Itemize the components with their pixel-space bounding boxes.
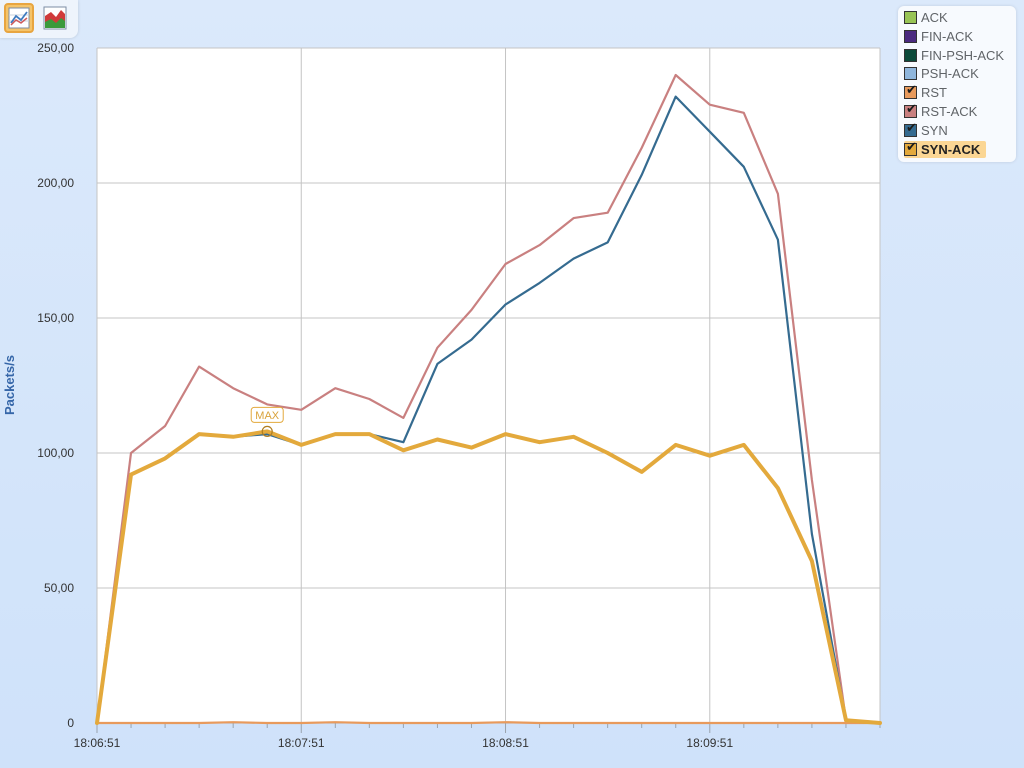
legend-swatch bbox=[904, 29, 917, 43]
series-line-rst[interactable] bbox=[95, 721, 882, 725]
max-marker-label: MAX bbox=[255, 410, 280, 422]
x-tick-label: 18:08:51 bbox=[482, 736, 529, 750]
legend-swatch bbox=[904, 11, 917, 24]
legend-item-psh-ack[interactable]: PSH-ACK bbox=[904, 65, 979, 82]
legend-label: PSH-ACK bbox=[921, 66, 979, 82]
checkmark-icon: ✔ bbox=[906, 139, 917, 155]
y-axis-label: Packets/s bbox=[2, 355, 17, 415]
legend-item-syn[interactable]: ✔ SYN bbox=[904, 122, 948, 139]
series-line-rst-ack[interactable] bbox=[95, 73, 882, 725]
line-chart-icon bbox=[8, 7, 30, 29]
grid-lines bbox=[96, 47, 881, 723]
y-tick-label: 150,00 bbox=[37, 311, 74, 325]
legend-item-syn-ack[interactable]: ✔ SYN-ACK bbox=[904, 139, 987, 158]
legend-swatch: ✔ bbox=[904, 120, 917, 137]
legend-swatch: ✔ bbox=[904, 139, 917, 156]
max-marker-point bbox=[261, 425, 273, 437]
legend-item-fin-ack[interactable]: FIN-ACK bbox=[904, 28, 973, 45]
area-chart-icon bbox=[43, 6, 67, 30]
y-tick-label: 250,00 bbox=[37, 41, 74, 55]
legend: ACK FIN-ACK FIN-PSH-ACK PSH-ACK ✔ RST ✔ RST-ACK… bbox=[898, 6, 1016, 162]
legend-label: RST bbox=[921, 85, 947, 101]
series-lines bbox=[95, 73, 882, 725]
legend-label: FIN-ACK bbox=[921, 28, 973, 44]
plot-area bbox=[97, 48, 880, 723]
line-chart-button[interactable] bbox=[4, 3, 34, 33]
y-tick-label: 200,00 bbox=[37, 176, 74, 190]
y-tick-label: 50,00 bbox=[44, 581, 74, 595]
chart-toolbar bbox=[0, 0, 78, 38]
checkmark-icon: ✔ bbox=[906, 120, 917, 136]
legend-swatch bbox=[904, 67, 917, 81]
x-tick-label: 18:07:51 bbox=[278, 736, 325, 750]
y-tick-label: 100,00 bbox=[37, 446, 74, 460]
legend-swatch: ✔ bbox=[904, 102, 917, 118]
checkmark-icon: ✔ bbox=[906, 83, 917, 99]
area-chart-button[interactable] bbox=[40, 3, 70, 33]
y-axis: 0 50,00 100,00 150,00 200,00 250,00 bbox=[37, 41, 74, 730]
legend-label: ACK bbox=[921, 10, 948, 25]
legend-label: RST-ACK bbox=[921, 104, 978, 119]
series-line-syn-ack[interactable] bbox=[95, 429, 882, 725]
x-tick-label: 18:06:51 bbox=[74, 736, 121, 750]
legend-label: SYN bbox=[921, 122, 948, 138]
legend-label: SYN-ACK bbox=[921, 141, 981, 157]
x-tick-label: 18:09:51 bbox=[686, 736, 733, 750]
checkmark-icon: ✔ bbox=[906, 102, 917, 117]
x-axis: 18:06:51 18:07:51 18:08:51 18:09:51 bbox=[74, 723, 881, 750]
legend-label: FIN-PSH-ACK bbox=[921, 47, 1005, 63]
legend-swatch: ✔ bbox=[904, 83, 917, 100]
y-tick-label: 0 bbox=[67, 716, 74, 730]
max-marker: MAX bbox=[250, 406, 284, 437]
legend-item-rst-ack[interactable]: ✔ RST-ACK bbox=[904, 103, 977, 120]
max-marker-box bbox=[250, 406, 284, 423]
legend-item-rst[interactable]: ✔ RST bbox=[904, 84, 947, 101]
legend-item-fin-psh-ack[interactable]: FIN-PSH-ACK bbox=[904, 47, 1004, 64]
legend-item-ack[interactable]: ACK bbox=[904, 9, 948, 26]
legend-swatch bbox=[904, 48, 917, 62]
